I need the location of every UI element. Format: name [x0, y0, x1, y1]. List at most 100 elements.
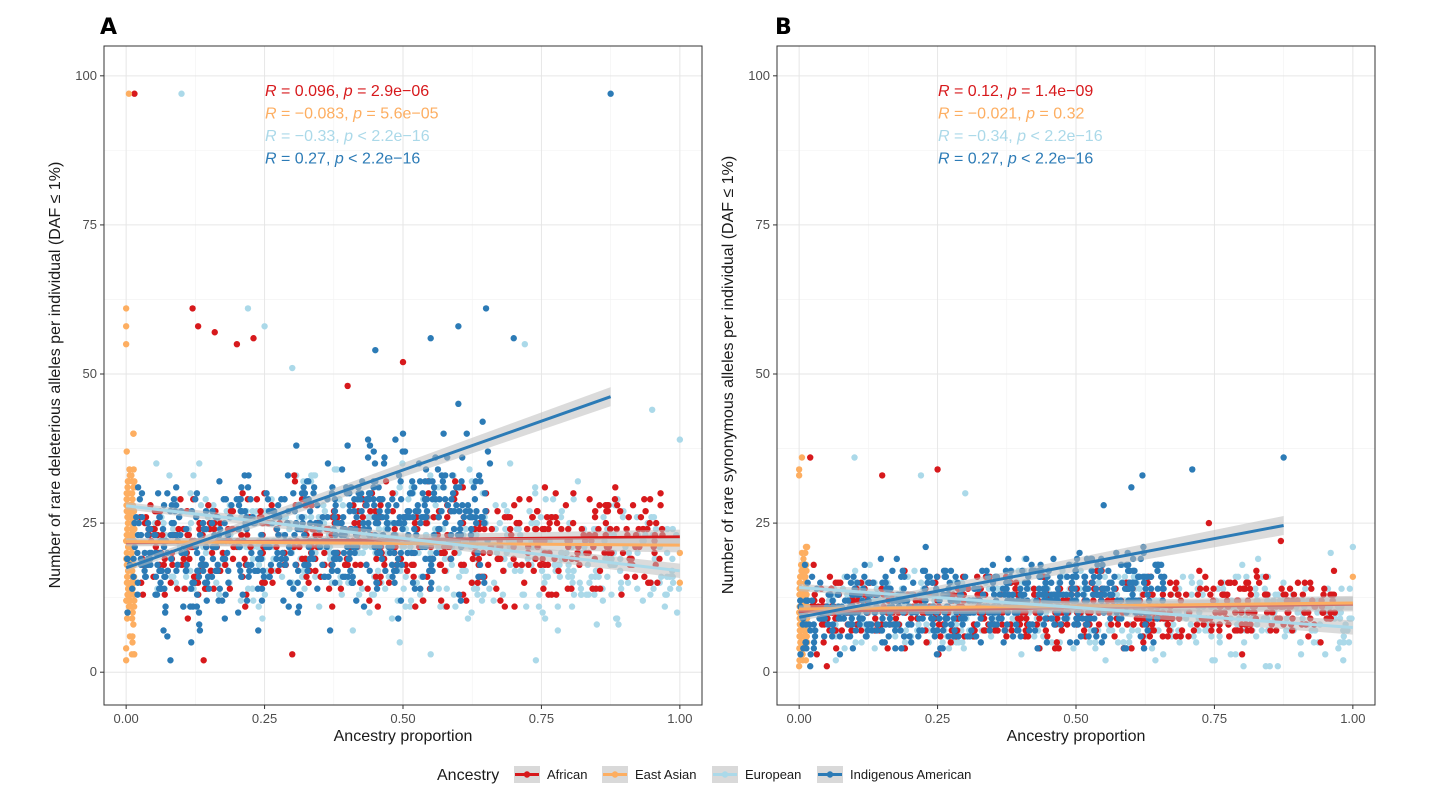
scatter-point: [1299, 591, 1307, 598]
scatter-point: [422, 519, 429, 527]
scatter-point: [266, 573, 273, 580]
scatter-point: [470, 484, 477, 491]
scatter-point: [1233, 627, 1241, 634]
scatter-point: [991, 621, 998, 628]
scatter-point: [1068, 585, 1076, 592]
scatter-point: [381, 561, 388, 569]
scatter-point: [592, 573, 599, 580]
scatter-point: [1187, 621, 1194, 628]
scatter-point: [826, 573, 834, 580]
scatter-point: [274, 502, 282, 509]
scatter-point: [229, 555, 237, 563]
scatter-point: [807, 651, 814, 658]
scatter-point: [443, 585, 450, 592]
legend-item: East Asian: [602, 766, 696, 783]
scatter-point: [504, 513, 511, 521]
scatter-point: [374, 567, 382, 575]
scatter-point: [1097, 567, 1104, 575]
scatter-point: [1338, 585, 1345, 592]
scatter-point: [444, 513, 451, 521]
scatter-point: [1253, 573, 1261, 580]
scatter-point: [516, 496, 523, 503]
scatter-point: [331, 579, 339, 586]
scatter-point: [902, 627, 910, 634]
scatter-point: [130, 484, 137, 491]
scatter-point: [303, 573, 310, 580]
scatter-point: [364, 436, 372, 443]
scatter-point: [250, 597, 257, 604]
scatter-point: [296, 591, 303, 598]
scatter-point: [480, 591, 487, 598]
scatter-point: [1114, 639, 1122, 646]
y-axis-title: Number of rare deleterious alleles per i…: [47, 162, 64, 589]
scatter-point: [124, 555, 131, 563]
scatter-point: [892, 633, 899, 640]
scatter-point: [1121, 573, 1129, 580]
scatter-point: [518, 561, 526, 569]
scatter-point: [871, 645, 878, 652]
scatter-point: [1216, 639, 1223, 646]
scatter-point: [381, 585, 389, 592]
scatter-point: [194, 323, 202, 330]
scatter-point: [384, 525, 391, 533]
scatter-point: [456, 525, 464, 533]
scatter-point: [287, 549, 295, 557]
scatter-point: [414, 502, 421, 509]
scatter-point: [254, 585, 262, 592]
scatter-point: [200, 657, 207, 664]
scatter-point: [344, 442, 351, 449]
scatter-point: [129, 478, 136, 485]
scatter-point: [364, 585, 371, 592]
scatter-point: [512, 561, 520, 569]
y-tick-label: 100: [75, 68, 97, 83]
scatter-point: [637, 513, 645, 521]
scatter-point: [900, 633, 908, 640]
scatter-point: [510, 502, 518, 509]
scatter-point: [373, 519, 381, 527]
scatter-point: [892, 645, 899, 652]
scatter-point: [1074, 591, 1081, 598]
scatter-point: [1012, 585, 1019, 592]
scatter-point: [1134, 627, 1142, 634]
scatter-point: [1023, 615, 1030, 622]
scatter-point: [411, 519, 419, 527]
scatter-point: [259, 615, 266, 622]
scatter-point: [324, 513, 331, 521]
scatter-point: [1050, 555, 1057, 563]
scatter-point: [877, 555, 885, 563]
scatter-point: [607, 525, 614, 533]
scatter-point: [1118, 615, 1125, 622]
scatter-point: [829, 627, 836, 634]
scatter-point: [552, 513, 559, 521]
scatter-point: [304, 567, 311, 575]
scatter-point: [1031, 633, 1038, 640]
scatter-point: [1142, 585, 1149, 592]
scatter-point: [261, 323, 268, 330]
scatter-point: [669, 555, 676, 563]
scatter-point: [961, 573, 969, 580]
scatter-point: [430, 513, 437, 521]
scatter-point: [856, 621, 863, 628]
scatter-point: [803, 567, 810, 575]
scatter-point: [899, 567, 906, 575]
scatter-point: [205, 585, 213, 592]
scatter-point: [577, 591, 585, 598]
scatter-point: [525, 561, 532, 569]
scatter-point: [613, 525, 620, 533]
scatter-point: [986, 627, 993, 634]
scatter-point: [239, 490, 246, 497]
scatter-point: [406, 603, 414, 610]
scatter-point: [1076, 549, 1083, 557]
scatter-point: [455, 323, 462, 330]
scatter-point: [996, 591, 1003, 598]
scatter-point: [555, 567, 562, 575]
correlation-text: R = −0.33, p < 2.2e−16: [265, 128, 430, 145]
scatter-point: [1129, 567, 1137, 575]
scatter-point: [865, 579, 872, 586]
scatter-point: [562, 502, 570, 509]
scatter-point: [1188, 591, 1195, 598]
scatter-point: [188, 585, 195, 592]
scatter-point: [452, 603, 459, 610]
scatter-point: [612, 615, 620, 622]
